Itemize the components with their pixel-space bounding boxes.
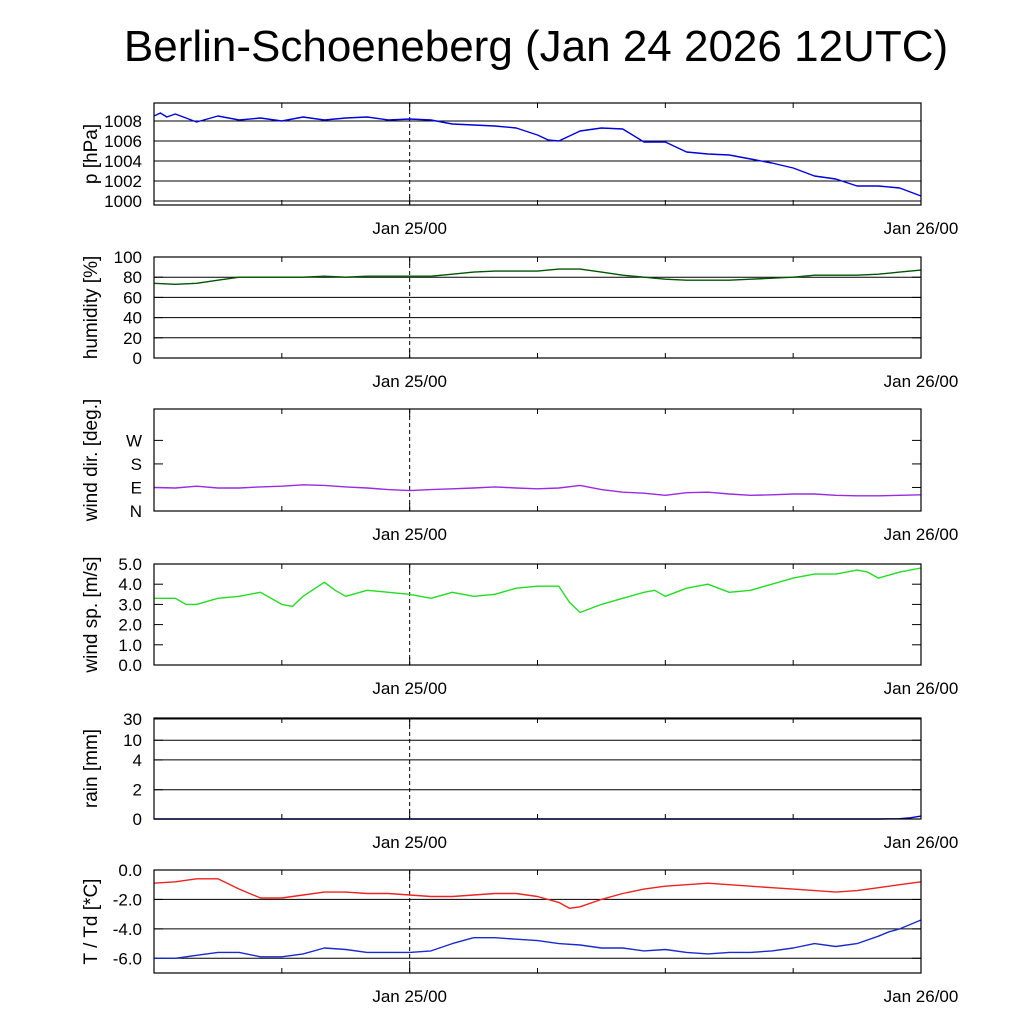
y-tick-label: 1006 <box>104 132 142 151</box>
plot-frame <box>153 408 922 512</box>
y-tick-label: 5.0 <box>118 555 142 574</box>
y-tick-label: 2 <box>133 781 142 800</box>
x-tick-label: Jan 26/00 <box>884 525 959 544</box>
x-tick-label: Jan 26/00 <box>884 372 959 391</box>
y-axis-label: wind dir. [deg.] <box>81 399 102 523</box>
y-tick-label: -2.0 <box>113 890 142 909</box>
y-tick-label: 60 <box>123 288 142 307</box>
x-tick-label: Jan 25/00 <box>372 679 447 698</box>
x-tick-label: Jan 25/00 <box>372 525 447 544</box>
y-tick-label: 0.0 <box>118 861 142 880</box>
y-tick-label: -4.0 <box>113 920 142 939</box>
y-tick-label: 1002 <box>104 172 142 191</box>
plot-frame <box>153 102 922 206</box>
y-tick-label: -6.0 <box>113 949 142 968</box>
y-tick-label: 80 <box>123 268 142 287</box>
x-tick-label: Jan 26/00 <box>884 219 959 238</box>
x-tick-label: Jan 25/00 <box>372 987 447 1006</box>
rain-panel: 0 2 410 30 rain [mm] Jan 25/00 Jan 26/00 <box>81 710 958 852</box>
y-tick-label: 30 <box>123 710 142 729</box>
y-tick-label: S <box>131 455 142 474</box>
x-tick-label: Jan 25/00 <box>372 372 447 391</box>
y-tick-label: 4.0 <box>118 575 142 594</box>
y-axis-label: T / Td [*C] <box>81 879 102 965</box>
y-tick-label: E <box>131 478 142 497</box>
y-tick-label: 0.0 <box>118 656 142 675</box>
x-tick-label: Jan 26/00 <box>884 987 959 1006</box>
x-tick-label: Jan 25/00 <box>372 833 447 852</box>
y-tick-label: 100 <box>114 248 142 267</box>
plot-frame <box>153 256 922 359</box>
plot-frame <box>153 717 922 820</box>
humidity-series-line <box>153 268 922 285</box>
y-tick-label: W <box>126 431 142 450</box>
temperature-panel: -6.0 -4.0 -2.0 0.0 T / Td [*C] Jan 25/00 Jan 2… <box>81 861 958 1006</box>
temperature-series-line <box>153 878 922 909</box>
pressure-series-line <box>153 112 922 197</box>
plot-frame <box>153 869 922 974</box>
y-tick-label: 0 <box>133 810 142 829</box>
y-axis-label: p [hPa] <box>81 124 102 184</box>
wind-speed-series-line <box>154 567 922 614</box>
y-axis-label: rain [mm] <box>81 729 102 808</box>
x-tick-label: Jan 26/00 <box>884 833 959 852</box>
y-axis-label: wind sp. [m/s] <box>81 556 102 673</box>
y-tick-label: 40 <box>123 309 142 328</box>
y-tick-label: 1000 <box>104 192 142 211</box>
y-tick-label: N <box>130 502 142 521</box>
y-tick-label: 4 <box>133 751 142 770</box>
y-tick-label: 2.0 <box>118 616 142 635</box>
chart-title: Berlin-Schoeneberg (Jan 24 2026 12UTC) <box>123 22 949 71</box>
y-tick-label: 1004 <box>104 152 142 171</box>
y-tick-label: 1.0 <box>118 636 142 655</box>
x-tick-label: Jan 25/00 <box>372 219 447 238</box>
y-tick-label: 1008 <box>104 112 142 131</box>
y-tick-label: 20 <box>123 329 142 348</box>
plot-frame <box>153 563 922 666</box>
wind-dir-series-line <box>153 484 922 497</box>
temperature-series-line <box>154 919 922 959</box>
y-tick-label: 10 <box>123 731 142 750</box>
x-tick-label: Jan 26/00 <box>884 679 959 698</box>
y-axis-label: humidity [%] <box>81 256 102 359</box>
wind-speed-panel: 0.01.02.0 3.04.05.0 wind sp. [m/s] Jan 25/0… <box>81 555 958 698</box>
y-tick-label: 0 <box>133 349 142 368</box>
y-tick-label: 3.0 <box>118 595 142 614</box>
